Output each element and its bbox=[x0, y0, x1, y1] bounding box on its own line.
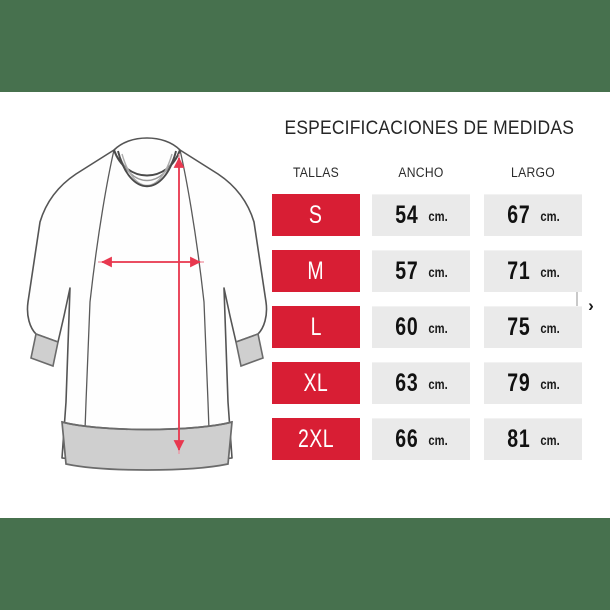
largo-cell-l[interactable]: 75 cm. bbox=[484, 306, 582, 348]
ancho-unit: cm. bbox=[428, 431, 449, 448]
ancho-unit: cm. bbox=[428, 375, 449, 392]
ancho-cell-xl[interactable]: 63 cm. bbox=[372, 362, 470, 404]
table-header-row: TALLAS ANCHO LARGO bbox=[272, 165, 584, 180]
size-cell-2xl[interactable]: 2XL bbox=[272, 418, 360, 460]
size-cell-s[interactable]: S bbox=[272, 194, 360, 236]
row-gap bbox=[360, 418, 372, 460]
table-row: M 57 cm. 71 cm. bbox=[272, 250, 584, 292]
carousel-next-button[interactable]: › bbox=[580, 290, 602, 320]
row-gap bbox=[470, 362, 484, 404]
table-row: S 54 cm. 67 cm. bbox=[272, 194, 584, 236]
row-gap bbox=[360, 306, 372, 348]
largo-value: 79 bbox=[506, 369, 531, 397]
largo-unit: cm. bbox=[540, 319, 561, 336]
row-gap bbox=[360, 194, 372, 236]
largo-value: 71 bbox=[506, 257, 531, 285]
column-header-largo: LARGO bbox=[511, 165, 555, 180]
ancho-cell-s[interactable]: 54 cm. bbox=[372, 194, 470, 236]
ancho-cell-m[interactable]: 57 cm. bbox=[372, 250, 470, 292]
page-title: ESPECIFICACIONES DE MEDIDAS bbox=[284, 118, 575, 139]
bottom-green-band bbox=[0, 518, 610, 610]
size-label: L bbox=[310, 312, 322, 341]
largo-unit: cm. bbox=[540, 431, 561, 448]
largo-value: 75 bbox=[506, 313, 531, 341]
row-gap bbox=[360, 362, 372, 404]
column-header-tallas: TALLAS bbox=[293, 165, 339, 180]
row-gap bbox=[360, 250, 372, 292]
largo-cell-s[interactable]: 67 cm. bbox=[484, 194, 582, 236]
largo-unit: cm. bbox=[540, 375, 561, 392]
largo-cell-xl[interactable]: 79 cm. bbox=[484, 362, 582, 404]
chevron-right-icon: › bbox=[588, 295, 594, 315]
ancho-value: 54 bbox=[394, 201, 419, 229]
size-label: S bbox=[309, 200, 323, 229]
largo-cell-m[interactable]: 71 cm. bbox=[484, 250, 582, 292]
row-gap bbox=[470, 306, 484, 348]
long-sleeve-shirt-illustration bbox=[22, 102, 272, 502]
size-label: M bbox=[307, 256, 325, 285]
table-row: 2XL 66 cm. 81 cm. bbox=[272, 418, 584, 460]
largo-unit: cm. bbox=[540, 207, 561, 224]
size-cell-l[interactable]: L bbox=[272, 306, 360, 348]
ancho-unit: cm. bbox=[428, 207, 449, 224]
size-label: 2XL bbox=[298, 424, 334, 453]
ancho-value: 60 bbox=[394, 313, 419, 341]
ancho-value: 66 bbox=[394, 425, 419, 453]
measurement-spec-panel: ESPECIFICACIONES DE MEDIDAS TALLAS ANCHO… bbox=[272, 118, 584, 460]
ancho-unit: cm. bbox=[428, 319, 449, 336]
ancho-cell-l[interactable]: 60 cm. bbox=[372, 306, 470, 348]
slide-content-area: ‹ › bbox=[0, 92, 610, 518]
largo-value: 67 bbox=[506, 201, 531, 229]
row-gap bbox=[470, 418, 484, 460]
size-cell-m[interactable]: M bbox=[272, 250, 360, 292]
table-row: XL 63 cm. 79 cm. bbox=[272, 362, 584, 404]
ancho-value: 57 bbox=[394, 257, 419, 285]
size-label: XL bbox=[303, 368, 329, 397]
header-gap-1 bbox=[360, 165, 372, 180]
row-gap bbox=[470, 250, 484, 292]
right-divider bbox=[576, 282, 578, 328]
largo-unit: cm. bbox=[540, 263, 561, 280]
table-row: L 60 cm. 75 cm. bbox=[272, 306, 584, 348]
largo-cell-2xl[interactable]: 81 cm. bbox=[484, 418, 582, 460]
row-gap bbox=[470, 194, 484, 236]
top-green-band bbox=[0, 0, 610, 92]
size-cell-xl[interactable]: XL bbox=[272, 362, 360, 404]
ancho-cell-2xl[interactable]: 66 cm. bbox=[372, 418, 470, 460]
header-gap-2 bbox=[470, 165, 484, 180]
largo-value: 81 bbox=[506, 425, 531, 453]
ancho-value: 63 bbox=[394, 369, 419, 397]
column-header-ancho: ANCHO bbox=[398, 165, 444, 180]
ancho-unit: cm. bbox=[428, 263, 449, 280]
